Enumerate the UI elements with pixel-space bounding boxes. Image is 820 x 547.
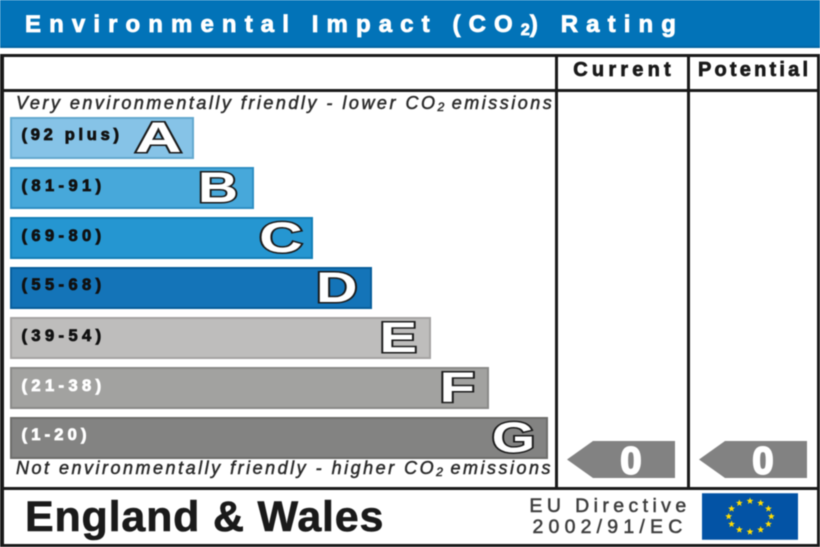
svg-text:C: C bbox=[259, 214, 303, 262]
svg-text:D: D bbox=[316, 264, 358, 312]
svg-text:0: 0 bbox=[752, 441, 773, 478]
svg-text:E: E bbox=[380, 314, 418, 362]
svg-text:F: F bbox=[440, 364, 476, 412]
svg-text:B: B bbox=[198, 164, 238, 212]
svg-text:A: A bbox=[135, 117, 182, 162]
svg-text:0: 0 bbox=[620, 441, 641, 478]
svg-text:G: G bbox=[492, 414, 536, 459]
